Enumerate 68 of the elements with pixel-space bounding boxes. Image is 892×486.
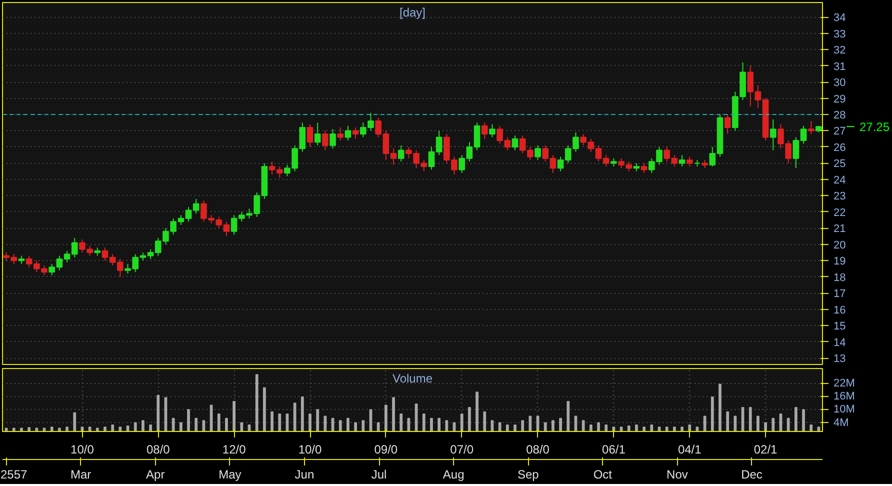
- candlestick: [330, 128, 336, 150]
- y-tick-label: 17: [834, 288, 846, 300]
- text: Sep: [517, 468, 540, 482]
- candlestick: [344, 125, 352, 141]
- x-tick-label: 07/0: [450, 442, 474, 456]
- candlestick: [352, 126, 359, 140]
- x-tick-label: 02/1: [754, 442, 778, 456]
- chart-title: [day]: [399, 6, 426, 20]
- x-tick-label: 06/1: [602, 442, 626, 456]
- candlestick: [337, 126, 344, 141]
- text: Nov: [666, 468, 688, 482]
- x-tick-label: 08/0: [526, 442, 550, 456]
- candlestick: [398, 144, 404, 162]
- y-tick-label: 27: [834, 126, 846, 138]
- candlestick: [489, 124, 496, 138]
- x-tick-label: 08/0: [146, 442, 170, 456]
- candlestick: [686, 156, 693, 167]
- y-tick-label: 4M: [834, 416, 849, 429]
- text: 27.25: [860, 120, 890, 134]
- text: Oct: [593, 468, 613, 482]
- x-tick-label: 04/1: [678, 442, 702, 456]
- y-tick-label: 33: [834, 28, 846, 40]
- candlestick: [481, 122, 488, 140]
- y-tick-label: 28: [834, 110, 846, 122]
- text: Mar: [70, 468, 92, 482]
- x-tick-label: 12/0: [222, 442, 246, 456]
- y-tick-label: 13: [834, 353, 846, 366]
- candlestick: [306, 124, 314, 148]
- candlestick: [808, 120, 814, 134]
- candlestick: [724, 114, 731, 134]
- x-tick-label: 09/0: [374, 442, 398, 456]
- y-tick-label: 18: [834, 272, 846, 284]
- candlestick: [770, 118, 776, 151]
- candlestick: [322, 130, 328, 151]
- x-tick-label: 10/0: [70, 442, 94, 456]
- y-tick-label: 22: [834, 206, 846, 219]
- y-tick-label: 34: [834, 12, 846, 24]
- text: Aug: [442, 468, 464, 482]
- y-tick-label: 19: [834, 256, 846, 268]
- y-tick-label: 32: [834, 44, 846, 57]
- y-tick-label: 29: [834, 93, 846, 106]
- y-tick-label: 15: [834, 320, 846, 333]
- text: May: [218, 468, 242, 482]
- chart-title: Volume: [392, 372, 433, 386]
- y-tick-label: 30: [834, 77, 846, 90]
- y-tick-label: 16M: [834, 390, 855, 402]
- y-tick-label: 21: [834, 223, 846, 236]
- y-tick-label: 16: [834, 304, 846, 316]
- y-tick-label: 23: [834, 190, 846, 203]
- candlestick: [314, 122, 321, 146]
- y-tick-label: 22M: [834, 377, 855, 390]
- y-tick-label: 31: [834, 60, 846, 73]
- y-tick-label: 14: [834, 336, 846, 349]
- candlestick: [534, 144, 541, 160]
- candlestick: [512, 135, 518, 151]
- y-tick-label: 24: [834, 174, 846, 186]
- y-tick-label: 20: [834, 239, 846, 252]
- text: Jun: [294, 468, 314, 482]
- y-tick-label: 25: [834, 158, 846, 170]
- text: Dec: [741, 468, 762, 482]
- x-tick-label: 10/0: [298, 442, 322, 456]
- candlestick: [640, 162, 648, 174]
- y-tick-label: 26: [834, 142, 846, 154]
- text: 2557: [0, 468, 28, 482]
- candlestick: [678, 154, 686, 167]
- y-tick-label: 10M: [834, 404, 855, 416]
- text: Jul: [371, 468, 387, 482]
- text: Apr: [146, 468, 165, 482]
